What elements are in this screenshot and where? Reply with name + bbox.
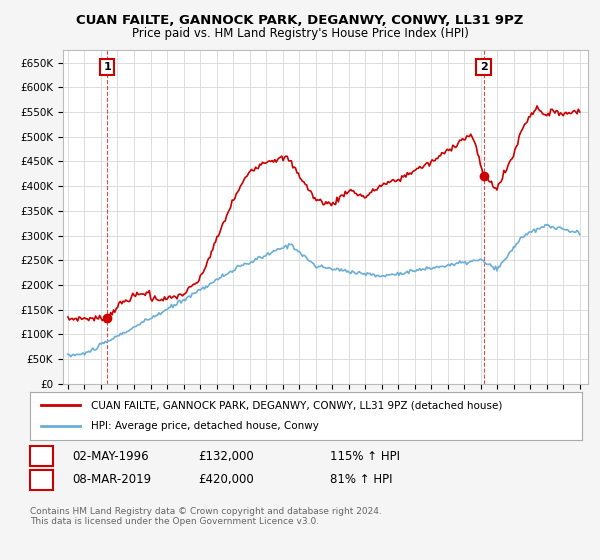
Text: CUAN FAILTE, GANNOCK PARK, DEGANWY, CONWY, LL31 9PZ (detached house): CUAN FAILTE, GANNOCK PARK, DEGANWY, CONW… <box>91 400 502 410</box>
Text: 1: 1 <box>103 62 111 72</box>
Text: 02-MAY-1996: 02-MAY-1996 <box>72 450 149 463</box>
Text: 08-MAR-2019: 08-MAR-2019 <box>72 473 151 487</box>
Text: Contains HM Land Registry data © Crown copyright and database right 2024.
This d: Contains HM Land Registry data © Crown c… <box>30 507 382 526</box>
Text: HPI: Average price, detached house, Conwy: HPI: Average price, detached house, Conw… <box>91 421 319 431</box>
Text: CUAN FAILTE, GANNOCK PARK, DEGANWY, CONWY, LL31 9PZ: CUAN FAILTE, GANNOCK PARK, DEGANWY, CONW… <box>76 14 524 27</box>
Text: £132,000: £132,000 <box>198 450 254 463</box>
Text: 81% ↑ HPI: 81% ↑ HPI <box>330 473 392 487</box>
Text: 115% ↑ HPI: 115% ↑ HPI <box>330 450 400 463</box>
Text: 1: 1 <box>37 450 46 463</box>
Text: 2: 2 <box>37 473 46 487</box>
Text: Price paid vs. HM Land Registry's House Price Index (HPI): Price paid vs. HM Land Registry's House … <box>131 27 469 40</box>
Text: £420,000: £420,000 <box>198 473 254 487</box>
Text: 2: 2 <box>480 62 488 72</box>
